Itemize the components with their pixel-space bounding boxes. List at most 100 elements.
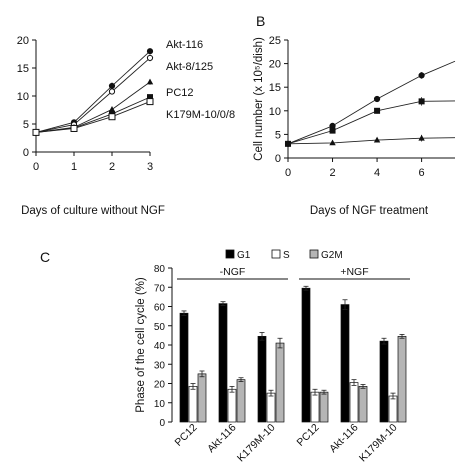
panel-b-data-point (418, 98, 425, 105)
panel-b-x-tick-label: 6 (419, 167, 425, 179)
panel-a-data-point (108, 82, 116, 90)
panel-a-series-label: K179M-10/0/8 (166, 109, 235, 121)
panel-b-letter: B (256, 13, 265, 29)
panel-c-legend-swatch (225, 249, 235, 259)
panel-a-data-point (32, 128, 40, 136)
panel-a-y-tick-label: 0 (23, 147, 29, 159)
panel-b-y-tick-label: 0 (275, 153, 281, 165)
panel-c-bar (397, 335, 407, 423)
panel-c-y-axis-label: Phase of the cell cycle (%) (135, 277, 147, 413)
panel-b-data-point (373, 136, 381, 143)
panel-c-bar (340, 304, 350, 423)
panel-a-x-tick-label: 0 (33, 161, 39, 173)
panel-b-data-point (418, 134, 425, 141)
panel-c-bar (319, 391, 329, 423)
panel-a-y-tick-label: 5 (23, 119, 29, 131)
panel-c-y-tick-label: 20 (154, 380, 166, 391)
panel-c-legend-swatch (309, 249, 319, 259)
panel-b-series-line (287, 137, 456, 145)
panel-c-legend-label: S (283, 250, 290, 261)
panel-c-bar (218, 303, 228, 423)
panel-a-data-point (146, 98, 154, 106)
panel-b-y-tick-label: 10 (269, 106, 281, 118)
panel-b-data-point (284, 140, 292, 147)
panel-b-x-tick-label: 0 (285, 167, 291, 179)
panel-c-y-tick-label: 40 (154, 341, 166, 352)
panel-c-y-tick-label: 30 (154, 360, 166, 371)
panel-b-y-tick-label: 15 (269, 82, 281, 94)
panel-c-letter: C (40, 249, 50, 265)
panel-c-bar (388, 395, 398, 423)
panel-a-x-tick-label: 3 (147, 161, 153, 173)
panel-c-bar (188, 386, 198, 423)
panel-b-y-axis-label: Cell number (x 10⁵/dish) (253, 37, 265, 161)
panel-c-legend-swatch (271, 249, 281, 259)
panel-c-y-tick-label: 10 (154, 399, 166, 410)
panel-a-x-tick-label: 2 (109, 161, 115, 173)
panel-a-data-point (147, 94, 153, 101)
panel-a-series-line (35, 101, 151, 133)
panel-a-y-tick-label: 10 (17, 91, 29, 103)
panel-a-x-tick-label: 1 (71, 161, 77, 173)
panel-c-category-label: Akt-116 (327, 422, 361, 456)
panel-a-data-point (108, 88, 116, 95)
panel-a-data-point (108, 106, 116, 112)
panel-a-series-line (35, 57, 151, 133)
panel-b-y-tick-label: 25 (269, 35, 281, 47)
panel-c-bar (358, 386, 368, 423)
panel-a-data-point (146, 48, 154, 55)
panel-c-bar-chart: C 0 10 20 30 40 50 60 70 80 Phase of the cell cyc… (40, 249, 410, 464)
panel-c-y-tick-label: 50 (154, 322, 166, 333)
panel-a-series-line (35, 96, 151, 133)
panel-a-series-label: Akt-8/125 (166, 61, 213, 73)
panel-c-legend-label: G2M (321, 250, 343, 261)
panel-b-data-point (418, 72, 425, 79)
panel-a-line-chart: 0 5 10 15 20 0 1 2 3 Days of culture without NGF A… (17, 35, 235, 217)
panel-c-bar (349, 382, 359, 423)
panel-c-y-tick-label: 70 (154, 283, 166, 294)
panel-a-series-line (35, 81, 151, 133)
panel-a-data-point (70, 124, 78, 132)
panel-c-bar (310, 391, 320, 423)
panel-c-category-label: K179M-10 (235, 422, 278, 465)
panel-a-series-line (35, 50, 151, 133)
panel-c-category-label: K179M-10 (357, 422, 400, 465)
panel-c-bar (257, 335, 267, 423)
panel-c-bar (197, 373, 207, 423)
panel-c-bar (379, 340, 389, 423)
panel-c-y-tick-label: 80 (154, 264, 166, 275)
panel-a-data-point (146, 54, 154, 62)
panel-a-data-point (108, 113, 116, 121)
panel-b-y-tick-label: 5 (275, 129, 281, 141)
panel-c-bar (227, 388, 237, 423)
panel-b-x-tick-label: 2 (329, 167, 335, 179)
panel-b-series-line (287, 100, 456, 145)
panel-c-bar (179, 312, 189, 423)
panel-c-group-label: +NGF (340, 266, 368, 278)
panel-a-y-tick-label: 15 (17, 63, 29, 75)
panel-c-category-label: PC12 (173, 422, 200, 449)
panel-a-series-label: Akt-116 (166, 39, 203, 51)
panel-b-data-point (329, 127, 336, 134)
panel-a-y-tick-label: 20 (17, 35, 29, 47)
panel-b-line-chart: B 0 5 10 15 20 25 0 2 4 6 Days of NGF treatment Cel… (253, 13, 456, 217)
panel-b-data-point (373, 95, 381, 103)
panel-c-y-tick-label: 0 (159, 418, 165, 429)
panel-c-bar (301, 287, 311, 423)
panel-c-legend-label: G1 (237, 250, 251, 261)
panel-b-series-line (287, 60, 456, 145)
panel-c-category-label: PC12 (295, 422, 322, 449)
panel-c-bar (275, 342, 285, 423)
panel-c-bar (236, 379, 246, 423)
panel-c-y-tick-label: 60 (154, 303, 166, 314)
panel-b-x-tick-label: 4 (374, 167, 380, 179)
panel-c-bar (266, 392, 276, 423)
panel-c-group-label: -NGF (220, 266, 246, 278)
panel-b-x-axis-label: Days of NGF treatment (310, 205, 429, 217)
panel-b-data-point (374, 107, 381, 114)
panel-a-series-label: PC12 (166, 87, 194, 99)
panel-b-data-point (329, 139, 336, 146)
panel-b-y-tick-label: 20 (269, 59, 281, 71)
panel-c-category-label: Akt-116 (205, 422, 239, 456)
